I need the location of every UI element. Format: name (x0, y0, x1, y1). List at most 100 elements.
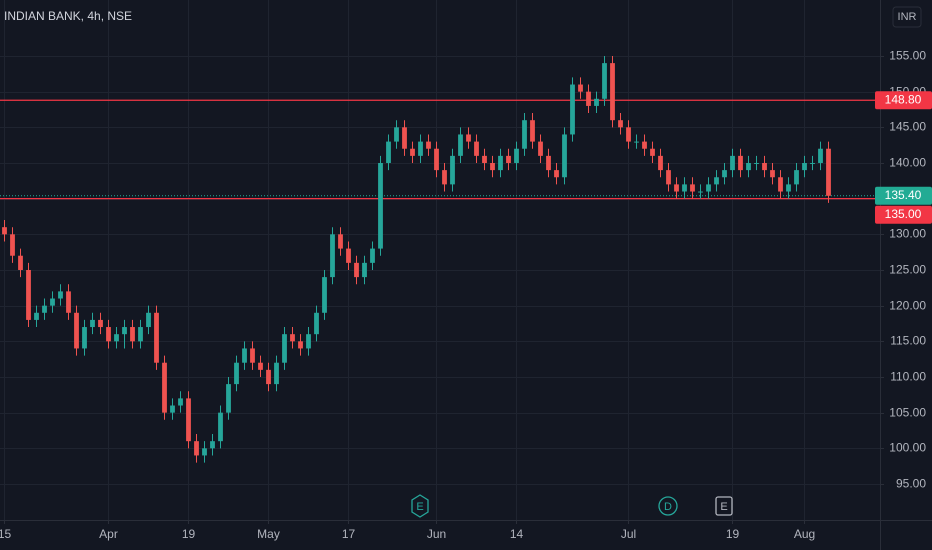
event-label: E (416, 501, 423, 513)
candle-body (170, 405, 175, 413)
candle-body (10, 234, 15, 256)
candle-body (770, 170, 775, 178)
y-tick-label: 145.00 (889, 120, 926, 134)
x-tick-label: 15 (0, 527, 11, 541)
candle-body (714, 177, 719, 185)
candle-body (434, 148, 439, 171)
candle-body (482, 155, 487, 163)
candle-body (682, 184, 687, 192)
candle-body (122, 327, 127, 335)
event-marker (658, 496, 678, 516)
candle-body (370, 248, 375, 263)
candle-body (50, 298, 55, 306)
candle-body (266, 369, 271, 385)
candle-body (2, 227, 7, 235)
x-tick-label: Jul (621, 527, 636, 541)
candle-body (674, 184, 679, 192)
candle-body (66, 291, 71, 313)
x-tick-label: 14 (510, 527, 524, 541)
candle-body (802, 162, 807, 171)
candle-body (138, 327, 143, 342)
x-tick-label: May (257, 527, 280, 541)
candle-body (362, 262, 367, 278)
candle-body (594, 98, 599, 106)
candle-body (106, 327, 111, 342)
candle-body (826, 148, 831, 196)
candle-body (706, 184, 711, 192)
currency-box[interactable] (892, 6, 922, 28)
candle-body (386, 141, 391, 163)
candle-body (210, 441, 215, 449)
candle-body (154, 312, 159, 363)
candle-body (538, 141, 543, 156)
event-marker (411, 494, 429, 518)
candle-body (114, 334, 119, 342)
plot-area (0, 0, 880, 520)
candle-body (738, 155, 743, 171)
y-tick-label: 100.00 (889, 441, 926, 455)
candle-body (450, 155, 455, 185)
candle-body (402, 127, 407, 149)
candle-body (202, 448, 207, 456)
candle-body (506, 155, 511, 163)
event-marker (715, 496, 733, 516)
y-tick-label: 155.00 (889, 49, 926, 63)
candle-body (258, 362, 263, 370)
price-label-bg (875, 186, 932, 205)
candle-body (698, 191, 703, 193)
y-tick-label: 110.00 (890, 370, 926, 384)
candle-body (578, 84, 583, 92)
candle-body (42, 305, 47, 313)
candle-body (74, 312, 79, 349)
candle-body (18, 255, 23, 270)
candle-body (722, 170, 727, 178)
candle-body (218, 412, 223, 442)
event-label: D (664, 501, 672, 513)
candle-body (186, 398, 191, 442)
candle-body (162, 362, 167, 413)
candle-body (458, 134, 463, 156)
candle-body (90, 319, 95, 328)
candle-body (98, 319, 103, 328)
candle-body (818, 148, 823, 163)
y-tick-label: 105.00 (889, 406, 926, 420)
candle-body (522, 120, 527, 149)
x-tick-label: 19 (726, 527, 740, 541)
candle-body (642, 141, 647, 149)
candle-body (346, 248, 351, 263)
candle-body (338, 234, 343, 249)
candle-body (586, 91, 591, 106)
candle-body (330, 234, 335, 278)
candle-body (314, 312, 319, 335)
candle-body (34, 312, 39, 320)
candle-body (426, 141, 431, 149)
candle-body (466, 134, 471, 142)
candle-body (514, 148, 519, 163)
candle-body (194, 441, 199, 456)
x-tick-label: 17 (342, 527, 356, 541)
price-label-bg (875, 91, 932, 110)
candle-body (274, 362, 279, 385)
candle-body (754, 162, 759, 164)
event-label: E (720, 501, 727, 513)
candle-body (234, 362, 239, 385)
price-label: 135.40 (885, 188, 922, 202)
x-tick-label: Jun (427, 527, 446, 541)
candle-body (570, 84, 575, 135)
candle-body (82, 327, 87, 349)
candle-body (602, 63, 607, 99)
currency-label[interactable]: INR (898, 11, 917, 23)
candle-body (26, 269, 31, 320)
candle-body (298, 341, 303, 349)
candle-body (178, 398, 183, 406)
candle-body (130, 327, 135, 342)
candle-body (690, 184, 695, 192)
price-label-bg (875, 205, 932, 224)
candle-body (778, 177, 783, 192)
candle-body (730, 155, 735, 171)
candle-body (546, 155, 551, 171)
candle-body (498, 155, 503, 171)
candle-body (58, 291, 63, 299)
